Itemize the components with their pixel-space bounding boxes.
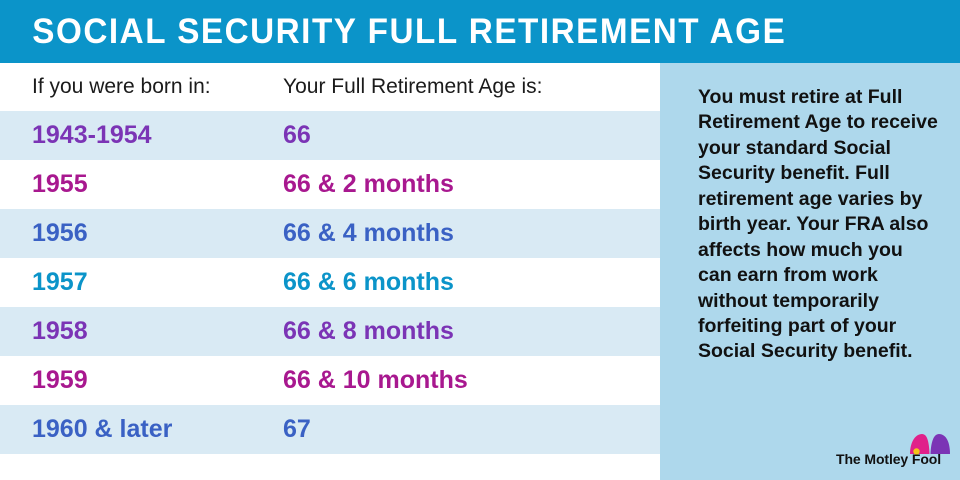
side-note-text: You must retire at Full Retirement Age t… xyxy=(698,86,938,363)
retirement-age-table: If you were born in: Your Full Retiremen… xyxy=(0,63,660,480)
table-cell-retirement-age: 66 & 8 months xyxy=(283,319,660,344)
table-header-cell-birth-year: If you were born in: xyxy=(0,75,283,99)
table-cell-birth-year: 1956 xyxy=(0,221,283,246)
column-header-label: If you were born in: xyxy=(32,75,211,98)
table-row: 1958 66 & 8 months xyxy=(0,307,660,356)
page-title: SOCIAL SECURITY FULL RETIREMENT AGE xyxy=(32,12,787,51)
table-cell-retirement-age: 67 xyxy=(283,417,660,442)
retirement-age-value: 66 & 6 months xyxy=(283,268,454,296)
retirement-age-value: 66 & 2 months xyxy=(283,170,454,198)
table-cell-retirement-age: 66 & 2 months xyxy=(283,172,660,197)
retirement-age-value: 67 xyxy=(283,415,311,443)
table-row: 1956 66 & 4 months xyxy=(0,209,660,258)
logo-wordmark: The Motley Fool xyxy=(836,451,942,467)
birth-year-value: 1957 xyxy=(32,268,88,296)
table-cell-retirement-age: 66 xyxy=(283,123,660,148)
table-cell-retirement-age: 66 & 10 months xyxy=(283,368,660,393)
table-cell-birth-year: 1955 xyxy=(0,172,283,197)
table-row: 1960 & later 67 xyxy=(0,405,660,454)
table-row: 1957 66 & 6 months xyxy=(0,258,660,307)
birth-year-value: 1959 xyxy=(32,366,88,394)
retirement-age-value: 66 & 4 months xyxy=(283,219,454,247)
birth-year-value: 1958 xyxy=(32,317,88,345)
retirement-age-value: 66 & 8 months xyxy=(283,317,454,345)
retirement-age-value: 66 & 10 months xyxy=(283,366,468,394)
table-cell-retirement-age: 66 & 6 months xyxy=(283,270,660,295)
table-cell-birth-year: 1958 xyxy=(0,319,283,344)
birth-year-value: 1960 & later xyxy=(32,415,173,443)
motley-fool-logo: The Motley Fool xyxy=(836,433,952,467)
birth-year-value: 1956 xyxy=(32,219,88,247)
table-row: 1959 66 & 10 months xyxy=(0,356,660,405)
birth-year-value: 1943-1954 xyxy=(32,121,152,149)
table-row: 1943-1954 66 xyxy=(0,111,660,160)
table-header-row: If you were born in: Your Full Retiremen… xyxy=(0,63,660,111)
table-cell-birth-year: 1957 xyxy=(0,270,283,295)
table-cell-retirement-age: 66 & 4 months xyxy=(283,221,660,246)
jester-hat-icon xyxy=(910,434,950,455)
header-banner: SOCIAL SECURITY FULL RETIREMENT AGE xyxy=(0,0,960,63)
table-row: 1955 66 & 2 months xyxy=(0,160,660,209)
table-cell-birth-year: 1943-1954 xyxy=(0,123,283,148)
retirement-age-value: 66 xyxy=(283,121,311,149)
column-header-label: Your Full Retirement Age is: xyxy=(283,75,543,98)
table-cell-birth-year: 1960 & later xyxy=(0,417,283,442)
table-cell-birth-year: 1959 xyxy=(0,368,283,393)
side-note-panel: You must retire at Full Retirement Age t… xyxy=(660,63,960,480)
table-header-cell-retirement-age: Your Full Retirement Age is: xyxy=(283,75,660,99)
birth-year-value: 1955 xyxy=(32,170,88,198)
